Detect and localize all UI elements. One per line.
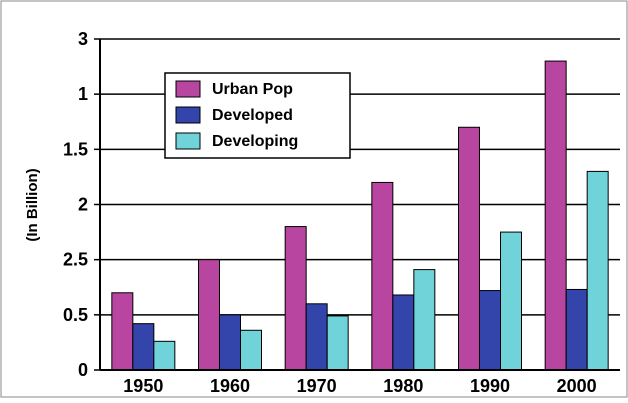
legend-swatch <box>175 106 201 124</box>
y-tick-label: 0.5 <box>63 305 88 325</box>
bar-urban-pop-1990 <box>458 126 480 371</box>
legend-swatch <box>175 132 201 150</box>
bar-developing-1990 <box>500 231 522 371</box>
bar-urban-pop-2000 <box>544 60 567 371</box>
x-tick-label: 1990 <box>470 376 510 396</box>
legend-label: Developed <box>212 107 293 124</box>
x-axis-tick-labels: 1950 1960 1970 1980 1990 2000 <box>123 376 596 396</box>
bar-developed-1970 <box>305 303 328 371</box>
legend-label: Urban Pop <box>212 81 293 98</box>
bar-developing-2000 <box>586 170 609 371</box>
y-tick-label: 2.5 <box>63 250 88 270</box>
y-axis-label: (In Billion) <box>24 168 41 241</box>
bar-developing-1950 <box>153 340 176 371</box>
y-tick-label: 0 <box>78 360 88 380</box>
bar-developed-1960 <box>219 314 241 371</box>
y-tick-label: 1 <box>78 84 88 104</box>
x-tick-label: 1970 <box>297 376 337 396</box>
legend-swatch <box>175 80 201 98</box>
y-tick-label: 2 <box>78 195 88 215</box>
legend: Urban Pop Developed Developing <box>164 72 351 159</box>
bar-developing-1970 <box>326 315 349 371</box>
legend-label: Developing <box>212 133 298 150</box>
bar-developed-2000 <box>565 288 588 371</box>
bar-urban-pop-1970 <box>284 226 307 371</box>
bar-developing-1960 <box>240 329 262 371</box>
bar-developed-1990 <box>479 290 501 371</box>
y-tick-label: 3 <box>78 29 88 49</box>
x-tick-label: 1950 <box>123 376 163 396</box>
bar-urban-pop-1960 <box>198 259 220 371</box>
bar-urban-pop-1980 <box>371 181 394 371</box>
x-tick-label: 2000 <box>557 376 597 396</box>
x-tick-label: 1960 <box>210 376 250 396</box>
bar-urban-pop-1950 <box>111 292 134 371</box>
x-tick-label: 1980 <box>383 376 423 396</box>
bar-developed-1950 <box>132 323 155 371</box>
y-tick-label: 1.5 <box>63 139 88 159</box>
bar-developing-1980 <box>413 269 436 371</box>
bar-developed-1980 <box>392 294 415 371</box>
